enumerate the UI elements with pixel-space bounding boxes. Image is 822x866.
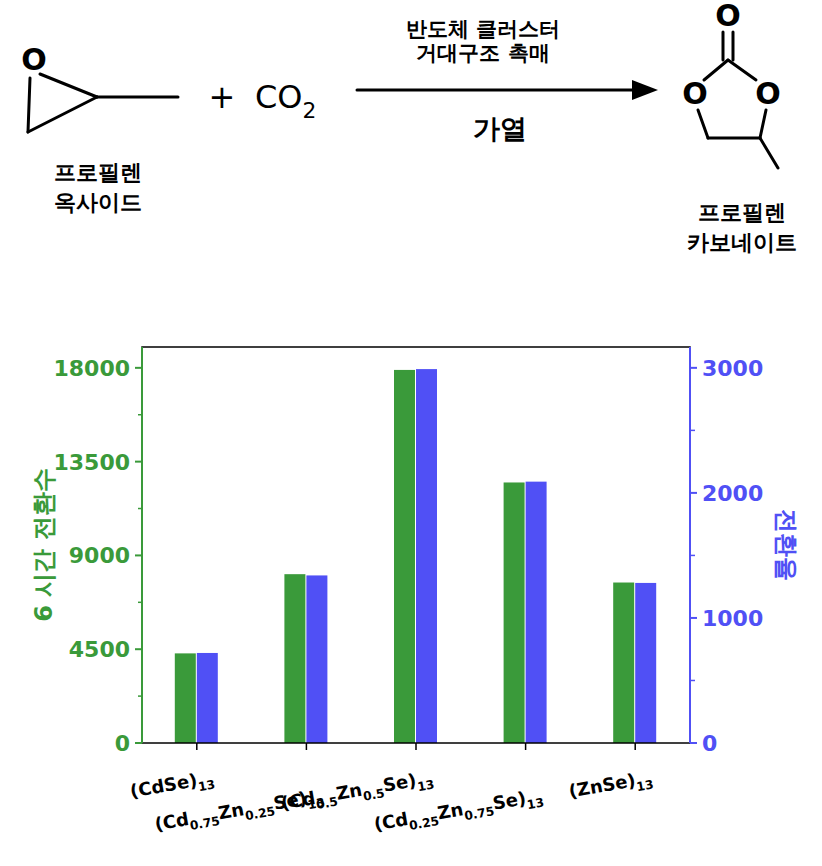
root: O프로필렌옥사이드+CO2반도체 클러스터거대구조 촉매가열OOO프로필렌카보네… [0, 0, 822, 866]
bond [760, 138, 778, 168]
minor-tick [690, 555, 695, 557]
compound-name: 옥사이드 [54, 190, 142, 215]
bond [760, 110, 766, 138]
tick [135, 648, 142, 650]
chart: 0 4500 9000 13500 18000 0 1000 2000 3000 (CdSe)13… [30, 347, 800, 839]
bar [526, 482, 547, 743]
bond [28, 78, 30, 132]
bar [394, 370, 415, 743]
tick [135, 367, 142, 369]
x-label-group: (Cd0.5Zn0.5Se)13 [279, 766, 435, 818]
bar [175, 653, 196, 743]
minor-tick [138, 508, 142, 510]
bond [28, 97, 97, 132]
bar [504, 482, 525, 743]
bond [698, 110, 708, 138]
tick [525, 743, 527, 750]
minor-tick [138, 695, 142, 697]
plus: + [209, 78, 236, 116]
bar [306, 575, 327, 743]
tick [690, 742, 697, 744]
tick-label: (ZnSe)13 [567, 766, 655, 806]
condition: 가열 [473, 113, 527, 144]
tick-label: 0 [115, 731, 130, 756]
y2-axis [689, 347, 691, 743]
bond [722, 32, 725, 60]
tick [135, 461, 142, 463]
bar [613, 583, 634, 743]
bond [40, 74, 97, 97]
tick [415, 743, 417, 750]
bars [175, 369, 656, 743]
co2: CO2 [255, 78, 316, 123]
canvas: O프로필렌옥사이드+CO2반도체 클러스터거대구조 촉매가열OOO프로필렌카보네… [0, 0, 822, 866]
tick-label: 9000 [69, 543, 130, 568]
tick-label: 4500 [69, 637, 130, 662]
tick-label: (Cd0.5Zn0.5Se)13 [279, 766, 435, 818]
tick [135, 742, 142, 744]
tick [690, 367, 697, 369]
atom-label: O [682, 76, 708, 111]
reaction-scheme: O프로필렌옥사이드+CO2반도체 클러스터거대구조 촉매가열OOO프로필렌카보네… [21, 0, 797, 255]
axis-label: 전환율 [772, 509, 800, 581]
bar [284, 574, 305, 743]
x-label-group: (Cd0.25Zn0.75Se)13 [372, 784, 545, 839]
tick-label: (CdSe)13 [128, 766, 216, 806]
tick-label: 0 [702, 731, 717, 756]
arrow [357, 89, 640, 92]
tick [690, 492, 697, 494]
tick [135, 554, 142, 556]
tick [690, 617, 697, 619]
bond [732, 32, 735, 60]
minor-tick [138, 414, 142, 416]
minor-tick [138, 602, 142, 604]
x-label-group: (Cd0.75Zn0.25Se)13 [153, 784, 326, 839]
catalyst: 거대구조 촉매 [416, 41, 549, 65]
bar [635, 583, 656, 743]
axis-label: 6 시간 전환수 [30, 468, 58, 621]
bar [416, 369, 437, 743]
plot-frame [142, 347, 690, 743]
catalyst: 반도체 클러스터 [406, 17, 560, 41]
tick-label: (Cd0.25Zn0.75Se)13 [372, 784, 545, 839]
tick [306, 743, 308, 750]
minor-tick [690, 430, 695, 432]
arrow-head [632, 80, 658, 100]
y-axis [141, 347, 143, 743]
bond [708, 137, 760, 140]
minor-tick [690, 680, 695, 682]
compound-name: 프로필렌 [698, 200, 786, 225]
compound-name: 카보네이트 [687, 230, 797, 255]
atom-label: O [755, 76, 781, 111]
tick-label: 13500 [53, 450, 130, 475]
tick-label: (Cd0.75Zn0.25Se)13 [153, 784, 326, 839]
bond [728, 60, 756, 80]
tick [196, 743, 198, 750]
tick [634, 743, 636, 750]
tick-label: 1000 [702, 606, 763, 631]
bond [97, 96, 178, 99]
compound-name: 프로필렌 [54, 160, 142, 185]
x-label-group: (ZnSe)13 [567, 766, 655, 806]
atom-label: O [715, 0, 741, 33]
tick-label: 18000 [53, 356, 130, 381]
tick-label: 3000 [702, 356, 763, 381]
bar [197, 653, 218, 743]
tick-label: 2000 [702, 481, 763, 506]
atom-label: O [21, 42, 47, 77]
x-label-group: (CdSe)13 [128, 766, 216, 806]
